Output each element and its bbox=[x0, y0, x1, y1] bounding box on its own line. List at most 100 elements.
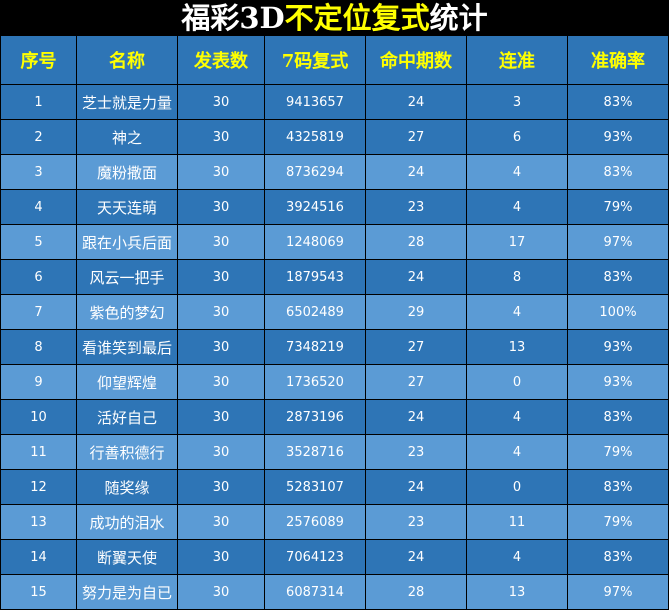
table-row: 1 芝士就是力量 30 9413657 24 3 83% bbox=[0, 84, 669, 120]
table-row: 15 努力是为自已 30 6087314 28 13 97% bbox=[0, 574, 669, 610]
cell-streak: 17 bbox=[466, 224, 568, 260]
cell-index: 13 bbox=[0, 504, 77, 540]
cell-hits: 24 bbox=[365, 259, 467, 295]
table-row: 6 风云一把手 30 1879543 24 8 83% bbox=[0, 259, 669, 295]
cell-combo: 2873196 bbox=[264, 399, 366, 435]
cell-posts: 30 bbox=[177, 189, 265, 225]
table-row: 2 神之 30 4325819 27 6 93% bbox=[0, 119, 669, 155]
cell-streak: 4 bbox=[466, 434, 568, 470]
cell-streak: 4 bbox=[466, 539, 568, 575]
cell-name: 芝士就是力量 bbox=[76, 84, 178, 120]
cell-combo: 7348219 bbox=[264, 329, 366, 365]
cell-streak: 3 bbox=[466, 84, 568, 120]
cell-accuracy: 93% bbox=[567, 119, 669, 155]
cell-combo: 1879543 bbox=[264, 259, 366, 295]
cell-combo: 1248069 bbox=[264, 224, 366, 260]
cell-name: 行善积德行 bbox=[76, 434, 178, 470]
cell-posts: 30 bbox=[177, 259, 265, 295]
column-header-index: 序号 bbox=[0, 35, 77, 85]
cell-name: 跟在小兵后面 bbox=[76, 224, 178, 260]
cell-accuracy: 83% bbox=[567, 84, 669, 120]
column-header-combo: 7码复式 bbox=[264, 35, 366, 85]
cell-index: 7 bbox=[0, 294, 77, 330]
cell-index: 5 bbox=[0, 224, 77, 260]
column-header-hits: 命中期数 bbox=[365, 35, 467, 85]
cell-name: 随奖缘 bbox=[76, 469, 178, 505]
table-row: 7 紫色的梦幻 30 6502489 29 4 100% bbox=[0, 294, 669, 330]
cell-index: 10 bbox=[0, 399, 77, 435]
table-row: 10 活好自己 30 2873196 24 4 83% bbox=[0, 399, 669, 435]
cell-hits: 24 bbox=[365, 399, 467, 435]
cell-accuracy: 97% bbox=[567, 574, 669, 610]
title-part-3: 统计 bbox=[429, 1, 488, 35]
cell-combo: 7064123 bbox=[264, 539, 366, 575]
cell-posts: 30 bbox=[177, 574, 265, 610]
table-row: 4 天天连萌 30 3924516 23 4 79% bbox=[0, 189, 669, 225]
cell-accuracy: 83% bbox=[567, 469, 669, 505]
cell-index: 15 bbox=[0, 574, 77, 610]
cell-name: 紫色的梦幻 bbox=[76, 294, 178, 330]
cell-posts: 30 bbox=[177, 329, 265, 365]
cell-posts: 30 bbox=[177, 154, 265, 190]
cell-streak: 8 bbox=[466, 259, 568, 295]
cell-index: 11 bbox=[0, 434, 77, 470]
cell-index: 2 bbox=[0, 119, 77, 155]
cell-index: 3 bbox=[0, 154, 77, 190]
table-row: 14 断翼天使 30 7064123 24 4 83% bbox=[0, 539, 669, 575]
cell-combo: 5283107 bbox=[264, 469, 366, 505]
cell-hits: 29 bbox=[365, 294, 467, 330]
cell-hits: 27 bbox=[365, 364, 467, 400]
table-row: 5 跟在小兵后面 30 1248069 28 17 97% bbox=[0, 224, 669, 260]
cell-streak: 6 bbox=[466, 119, 568, 155]
cell-accuracy: 83% bbox=[567, 399, 669, 435]
cell-posts: 30 bbox=[177, 399, 265, 435]
cell-name: 仰望辉煌 bbox=[76, 364, 178, 400]
cell-streak: 4 bbox=[466, 294, 568, 330]
table-row: 8 看谁笑到最后 30 7348219 27 13 93% bbox=[0, 329, 669, 365]
cell-hits: 28 bbox=[365, 224, 467, 260]
header-row: 序号 名称 发表数 7码复式 命中期数 连准 准确率 bbox=[0, 35, 669, 85]
cell-index: 14 bbox=[0, 539, 77, 575]
cell-posts: 30 bbox=[177, 504, 265, 540]
cell-name: 成功的泪水 bbox=[76, 504, 178, 540]
cell-accuracy: 83% bbox=[567, 154, 669, 190]
column-header-name: 名称 bbox=[76, 35, 178, 85]
cell-posts: 30 bbox=[177, 434, 265, 470]
cell-posts: 30 bbox=[177, 469, 265, 505]
cell-posts: 30 bbox=[177, 364, 265, 400]
cell-streak: 4 bbox=[466, 189, 568, 225]
cell-name: 风云一把手 bbox=[76, 259, 178, 295]
page-title: 福彩3D不定位复式统计 bbox=[0, 0, 669, 35]
title-part-2: 不定位复式 bbox=[284, 1, 430, 35]
cell-name: 断翼天使 bbox=[76, 539, 178, 575]
cell-posts: 30 bbox=[177, 84, 265, 120]
cell-accuracy: 79% bbox=[567, 504, 669, 540]
cell-accuracy: 83% bbox=[567, 539, 669, 575]
cell-posts: 30 bbox=[177, 539, 265, 575]
table-row: 3 魔粉撒面 30 8736294 24 4 83% bbox=[0, 154, 669, 190]
stats-table: 序号 名称 发表数 7码复式 命中期数 连准 准确率 1 芝士就是力量 30 9413657 24 3… bbox=[0, 35, 669, 610]
cell-streak: 13 bbox=[466, 574, 568, 610]
cell-name: 魔粉撒面 bbox=[76, 154, 178, 190]
cell-combo: 6087314 bbox=[264, 574, 366, 610]
cell-accuracy: 93% bbox=[567, 364, 669, 400]
cell-hits: 23 bbox=[365, 504, 467, 540]
cell-posts: 30 bbox=[177, 294, 265, 330]
cell-accuracy: 79% bbox=[567, 434, 669, 470]
cell-hits: 28 bbox=[365, 574, 467, 610]
title-part-1: 福彩3D bbox=[181, 1, 285, 35]
cell-accuracy: 97% bbox=[567, 224, 669, 260]
cell-accuracy: 100% bbox=[567, 294, 669, 330]
cell-combo: 9413657 bbox=[264, 84, 366, 120]
cell-streak: 0 bbox=[466, 469, 568, 505]
cell-posts: 30 bbox=[177, 119, 265, 155]
column-header-accuracy: 准确率 bbox=[567, 35, 669, 85]
cell-index: 1 bbox=[0, 84, 77, 120]
cell-hits: 23 bbox=[365, 434, 467, 470]
cell-combo: 3924516 bbox=[264, 189, 366, 225]
cell-index: 8 bbox=[0, 329, 77, 365]
cell-hits: 24 bbox=[365, 469, 467, 505]
cell-name: 神之 bbox=[76, 119, 178, 155]
cell-index: 9 bbox=[0, 364, 77, 400]
cell-accuracy: 79% bbox=[567, 189, 669, 225]
